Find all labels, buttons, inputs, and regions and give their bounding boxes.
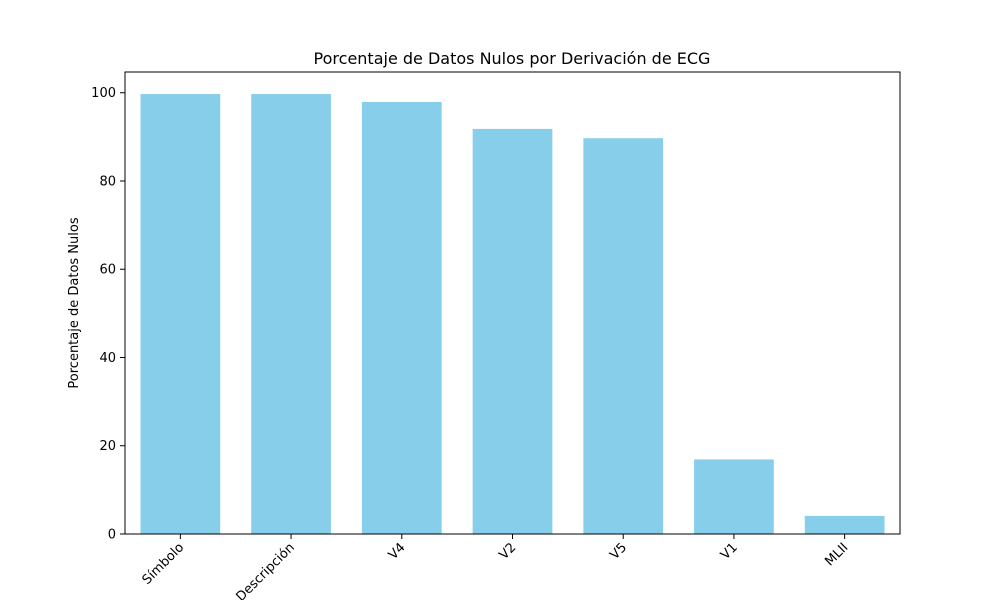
x-tick-label: Descripción [233,540,297,600]
bar-4 [583,138,664,534]
x-tick-label: MLII [822,540,851,569]
y-tick-label: 60 [99,263,116,278]
y-tick-label: 20 [99,439,116,454]
bar-5 [694,459,774,534]
bar-3 [472,128,553,535]
y-axis: 0 20 40 60 80 100 [91,86,125,543]
x-tick-label: V5 [607,540,630,563]
chart-title: Porcentaje de Datos Nulos por Derivación… [314,49,711,68]
y-tick-label: 80 [99,174,116,189]
x-tick-label: Símbolo [140,540,188,588]
x-axis: Símbolo Descripción V4 V2 V5 V1 MLII [140,534,851,600]
x-tick-label: V4 [386,540,409,563]
y-tick-label: 40 [99,351,116,366]
bars [140,94,885,535]
y-tick-label: 100 [91,86,116,101]
bar-6 [804,515,885,534]
bar-2 [361,102,442,534]
bar-1 [251,94,331,534]
x-tick-label: V2 [497,540,520,563]
bar-0 [140,94,221,534]
y-axis-label: Porcentaje de Datos Nulos [67,217,82,388]
y-tick-label: 0 [108,528,116,543]
x-tick-label: V1 [718,540,741,563]
